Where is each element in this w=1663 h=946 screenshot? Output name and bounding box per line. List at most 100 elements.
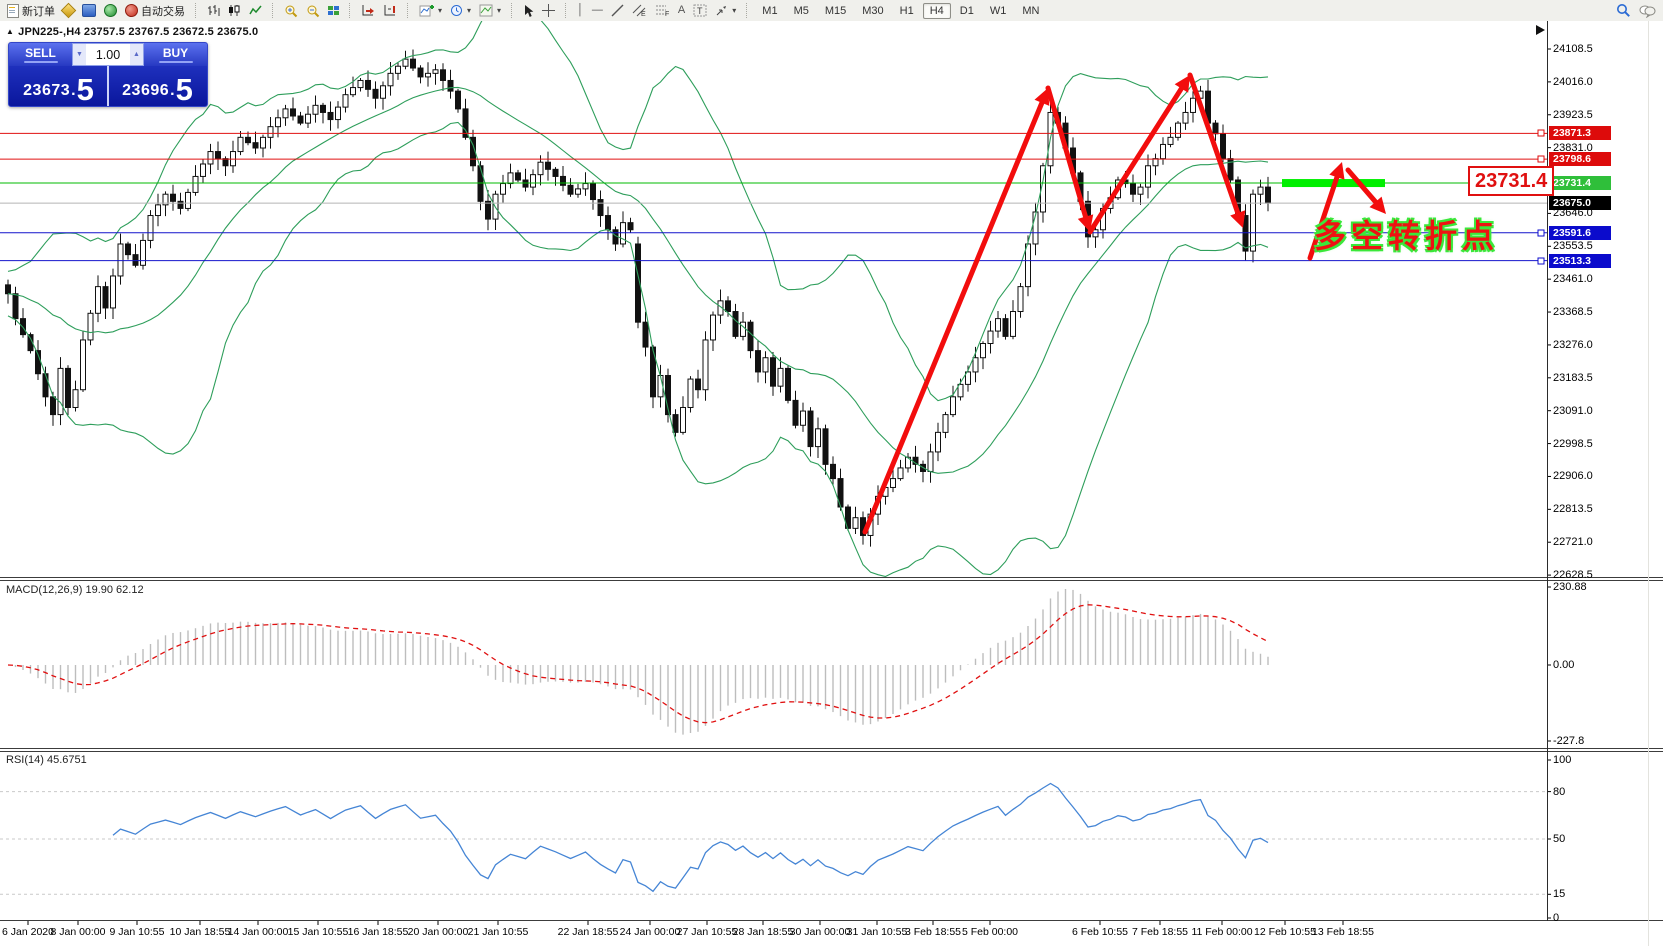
arrows-tool-button[interactable]: ▾	[711, 2, 740, 19]
chart-area[interactable]	[0, 21, 1663, 946]
periods-button[interactable]: ▾	[446, 2, 475, 19]
tile-windows-button[interactable]	[324, 2, 343, 19]
axis-label: 23091.0	[1553, 404, 1593, 417]
line-handle[interactable]	[1537, 229, 1545, 237]
timeframe-button-M15[interactable]: M15	[824, 4, 847, 17]
time-axis-label: 6 Feb 10:55	[1071, 926, 1129, 938]
price-tag: 23731.4	[1549, 176, 1611, 191]
line-handle[interactable]	[1537, 257, 1545, 265]
axis-label: 230.88	[1553, 581, 1587, 593]
panel-splitter[interactable]	[0, 580, 1663, 581]
candlestick-button[interactable]	[224, 2, 245, 19]
cursor-tool-button[interactable]	[519, 2, 538, 19]
crosshair-tool-button[interactable]	[538, 2, 559, 19]
pivot-point-annotation[interactable]: 多空转折点	[1314, 218, 1500, 254]
time-axis-label: 3 Feb 18:55	[904, 926, 962, 938]
buy-price-dot: .	[170, 82, 175, 99]
timeframe-button-H1[interactable]: H1	[899, 4, 914, 17]
symbol-collapse-icon[interactable]: ▲	[6, 27, 15, 36]
timeframe-button-M5[interactable]: M5	[793, 4, 809, 17]
volume-down-button[interactable]: ▼	[73, 44, 86, 65]
label-tool-button[interactable]: T	[689, 2, 711, 19]
rsi-indicator-label: RSI(14) 45.6751	[6, 754, 87, 766]
chart-shift-button[interactable]	[379, 2, 401, 19]
timeframe-button-D1[interactable]: D1	[959, 4, 974, 17]
buy-label: BUY	[162, 46, 189, 60]
candlestick-icon	[228, 4, 241, 17]
toolbar-separator	[272, 3, 274, 18]
auto-scroll-button[interactable]	[357, 2, 379, 19]
toolbar-separator	[349, 3, 351, 18]
zoom-in-button[interactable]	[280, 2, 302, 19]
fibo-letter: F	[665, 11, 669, 17]
line-handle[interactable]	[1537, 155, 1545, 163]
text-icon: A	[677, 4, 686, 16]
time-axis-label: 15 Jan 10:55	[287, 926, 349, 938]
sell-price-dot: .	[71, 82, 76, 99]
chart-shift-marker[interactable]	[1536, 25, 1545, 35]
axis-label: 23646.0	[1553, 207, 1593, 220]
autotrading-icon	[125, 4, 138, 17]
zoom-out-button[interactable]	[302, 2, 324, 19]
axis-label: 22721.0	[1553, 536, 1593, 549]
timeframe-button-H4[interactable]: H4	[922, 2, 951, 19]
axis-label: 23831.0	[1553, 141, 1593, 154]
volume-up-button[interactable]: ▲	[130, 44, 143, 65]
line-handle[interactable]	[1537, 129, 1545, 137]
indicators-button[interactable]: ▾	[415, 2, 446, 19]
add-indicator-icon	[419, 4, 434, 18]
panel-splitter[interactable]	[0, 751, 1663, 752]
price-axis-line	[1547, 21, 1548, 921]
new-order-button[interactable]: 新订单	[3, 2, 59, 19]
buy-price-main: 23696	[122, 82, 170, 99]
fibo-tool-button[interactable]: F	[651, 2, 674, 19]
new-order-icon	[7, 3, 19, 18]
sell-underline	[23, 61, 58, 63]
templates-button[interactable]: ▾	[475, 2, 505, 19]
axis-label: 100	[1553, 754, 1572, 766]
axis-label: 23923.5	[1553, 108, 1593, 121]
price-tag: 23513.3	[1549, 253, 1611, 268]
trendline-tool-button[interactable]	[607, 2, 628, 19]
timeframe-button-W1[interactable]: W1	[989, 4, 1007, 17]
line-chart-button[interactable]	[245, 2, 266, 19]
vline-tool-button[interactable]: │	[573, 2, 588, 19]
main-toolbar: 新订单 自动交易 ▾ ▾	[0, 0, 1663, 22]
buy-button[interactable]: BUY	[144, 43, 207, 66]
chart-profile-button[interactable]	[59, 2, 78, 19]
buy-price[interactable]: 23696. 5	[108, 66, 207, 106]
arrows-icon	[715, 4, 728, 17]
time-axis: 6 Jan 2020 8 Jan 00:00 9 Jan 10:55 10 Jan 1…	[0, 924, 1663, 946]
chat-button[interactable]	[1635, 2, 1660, 19]
timeframe-button-MN[interactable]: MN	[1022, 4, 1040, 17]
axis-label: 22906.0	[1553, 470, 1593, 483]
panel-splitter[interactable]	[0, 577, 1663, 578]
dropdown-caret: ▾	[438, 6, 443, 15]
price-callout-box[interactable]: 23731.4	[1468, 166, 1555, 196]
sell-button[interactable]: SELL	[9, 43, 72, 66]
time-axis-label: 6 Jan 2020	[2, 926, 54, 938]
vertical-line-icon: │	[577, 4, 584, 16]
time-axis-label: 30 Jan 00:00	[789, 926, 851, 938]
timeframe-button-M30[interactable]: M30	[862, 4, 884, 17]
channel-tool-button[interactable]: E	[628, 2, 651, 19]
sell-price-main: 23673	[23, 82, 71, 99]
sell-price[interactable]: 23673. 5	[9, 66, 108, 106]
volume-input[interactable]	[86, 44, 130, 65]
zoom-in-icon	[284, 4, 298, 18]
autotrading-button[interactable]: 自动交易	[121, 2, 189, 19]
horizontal-line-icon: —	[591, 4, 603, 16]
search-button[interactable]	[1612, 2, 1635, 19]
window-right-edge	[1648, 21, 1649, 946]
tile-windows-icon	[328, 6, 339, 15]
timeframe-button-M1[interactable]: M1	[762, 4, 778, 17]
clock-icon	[450, 4, 463, 17]
hline-tool-button[interactable]: —	[588, 2, 607, 19]
panel-splitter[interactable]	[0, 748, 1663, 749]
market-watch-button[interactable]	[78, 2, 100, 19]
time-axis-label: 21 Jan 10:55	[467, 926, 529, 938]
bar-chart-button[interactable]	[203, 2, 224, 19]
navigator-button[interactable]	[100, 2, 121, 19]
text-tool-button[interactable]: A	[674, 2, 689, 19]
